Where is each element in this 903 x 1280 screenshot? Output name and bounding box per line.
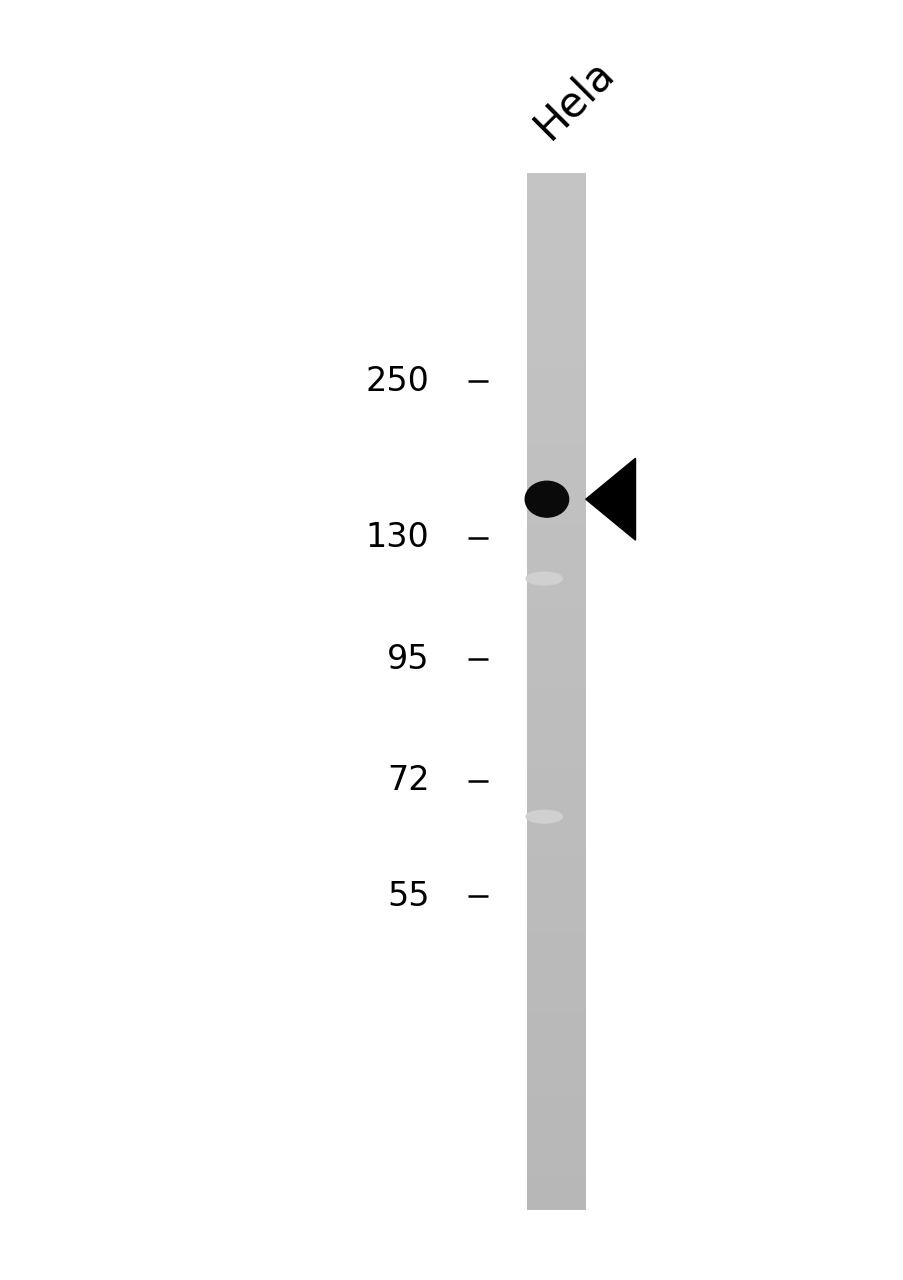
Ellipse shape xyxy=(525,481,568,517)
Text: 250: 250 xyxy=(365,365,429,398)
Text: 130: 130 xyxy=(365,521,429,554)
Text: 95: 95 xyxy=(386,643,429,676)
Ellipse shape xyxy=(526,572,562,585)
Text: 72: 72 xyxy=(386,764,429,797)
Polygon shape xyxy=(585,458,635,540)
Ellipse shape xyxy=(526,810,562,823)
Text: 55: 55 xyxy=(386,879,429,913)
Text: Hela: Hela xyxy=(526,51,622,147)
